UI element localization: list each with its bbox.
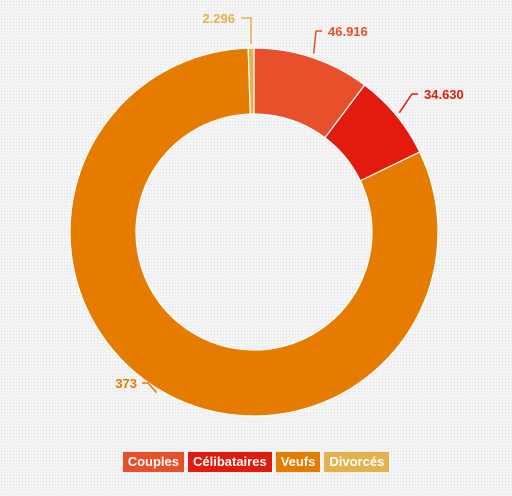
data-label-celibataires: 34.630 (424, 87, 464, 102)
data-label-divorces: 2.296 (202, 11, 235, 26)
legend-item-celibataires[interactable]: Célibataires (187, 452, 272, 472)
leader-line-veufs (142, 382, 158, 394)
data-label-veufs: 373 (115, 376, 137, 391)
legend: Couples Célibataires Veufs Divorcés (0, 452, 512, 472)
slice-divorces[interactable] (247, 47, 255, 115)
data-label-couples: 46.916 (328, 24, 368, 39)
leader-line-couples (312, 30, 322, 54)
legend-item-divorces[interactable]: Divorcés (324, 452, 390, 472)
legend-item-couples[interactable]: Couples (122, 452, 184, 472)
leader-line-divorces (241, 17, 252, 45)
slice-veufs[interactable] (69, 47, 439, 417)
leader-line-celibataires (398, 93, 418, 114)
legend-item-veufs[interactable]: Veufs (275, 452, 321, 472)
